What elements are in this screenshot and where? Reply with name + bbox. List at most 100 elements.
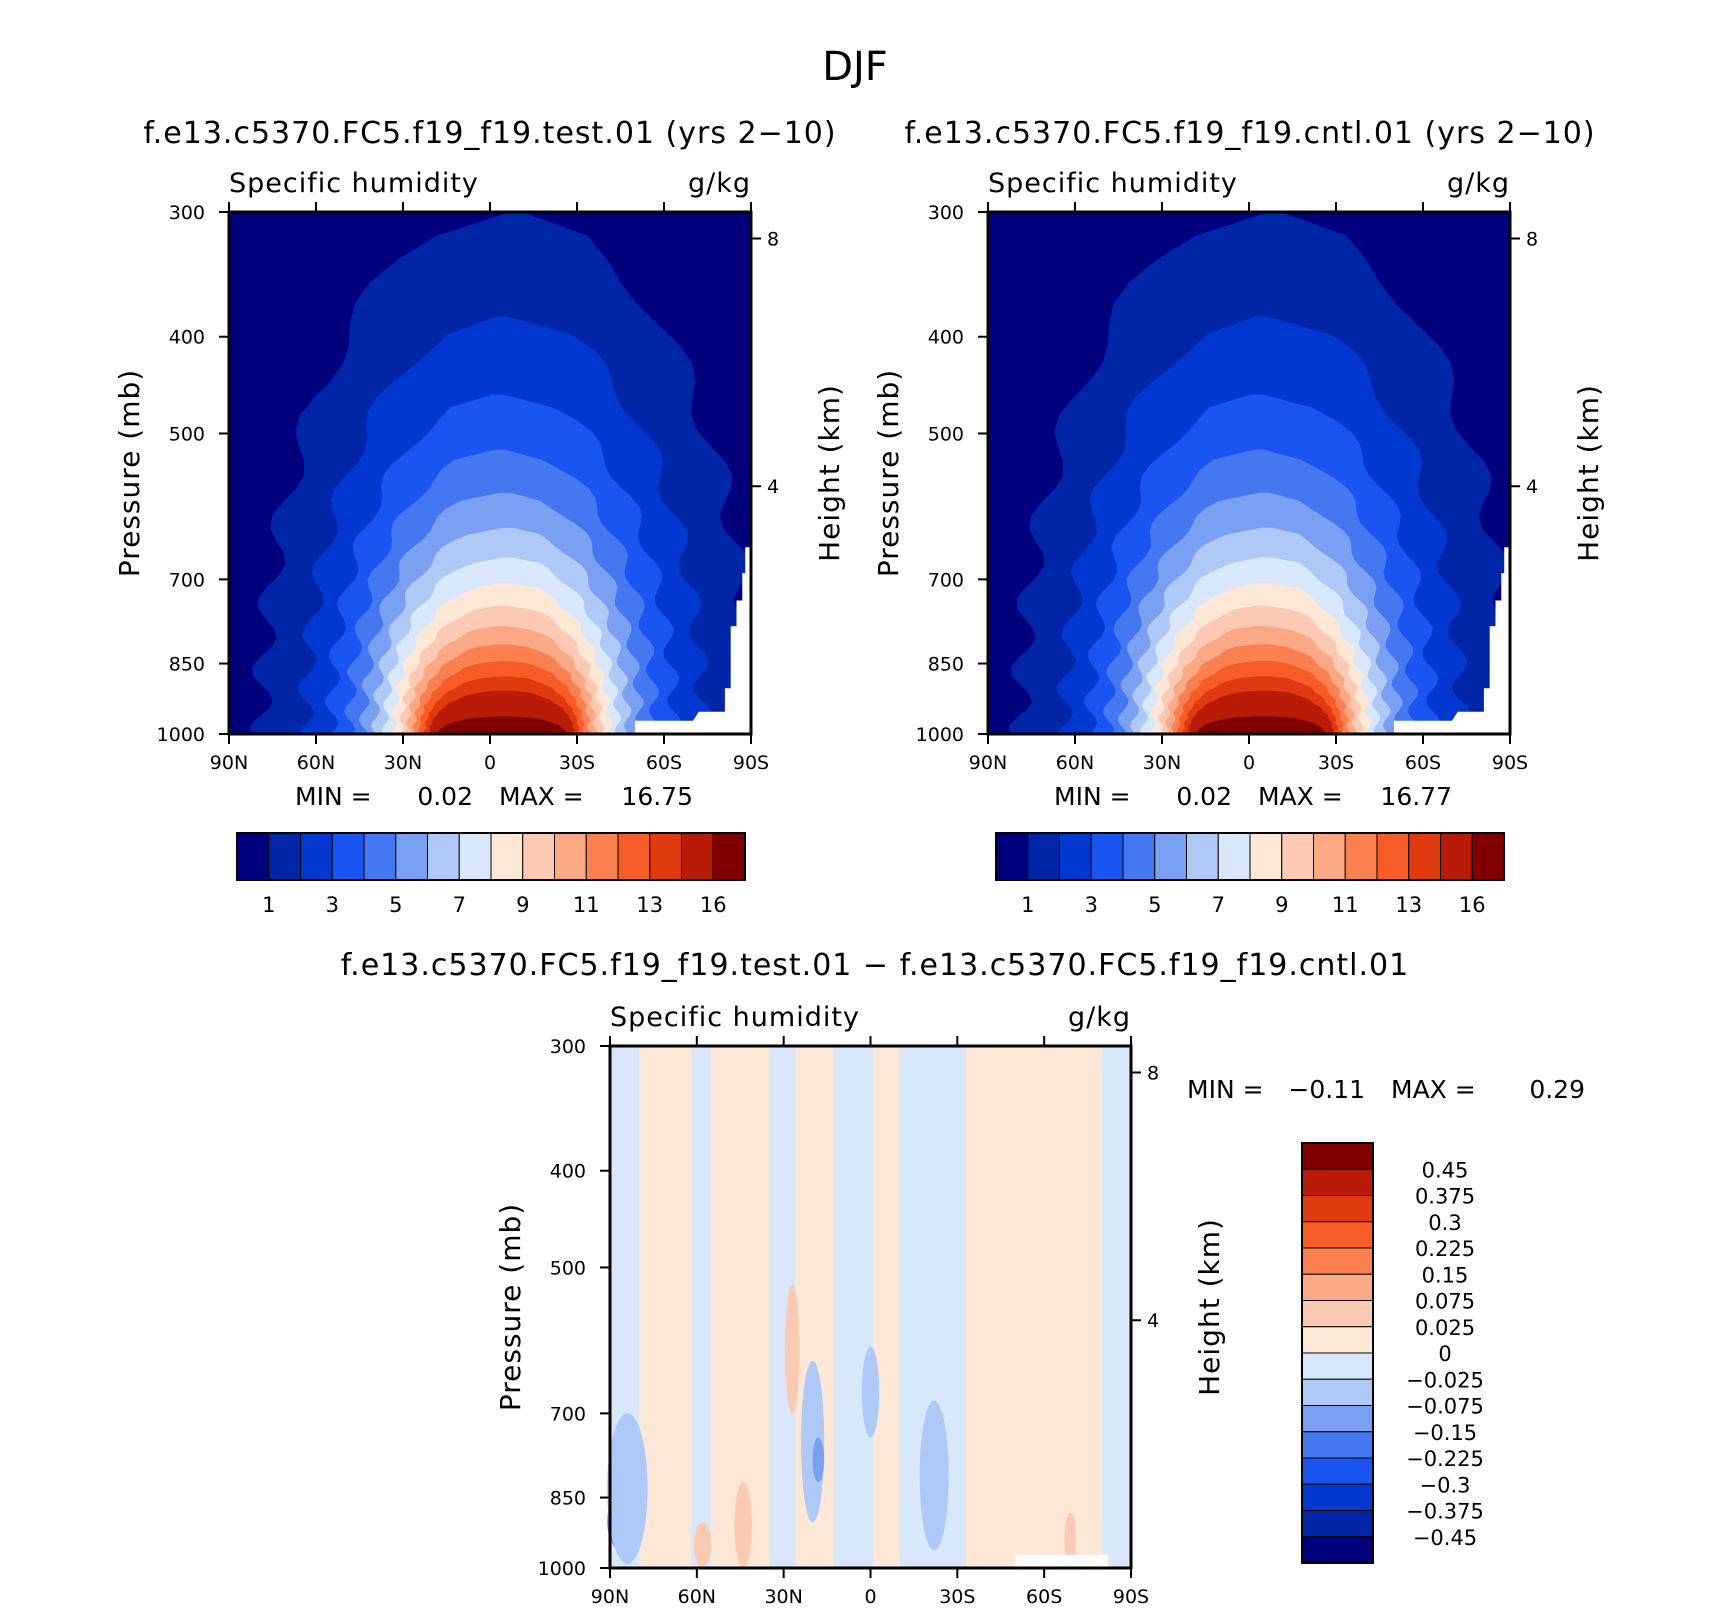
contour-field: [988, 212, 1510, 734]
colorbar-box: [363, 832, 397, 881]
colorbar-box: [268, 832, 301, 881]
colorbar-label: 16: [1459, 893, 1486, 917]
x-tick-label: 0: [484, 752, 496, 774]
x-tick-label: 90S: [733, 752, 769, 774]
colorbar-box: [1344, 832, 1378, 881]
variable-label: Specific humidity: [988, 168, 1238, 199]
colorbar-box: [585, 832, 619, 881]
colorbar-label: 3: [326, 893, 339, 917]
x-tick-label: 30S: [939, 1586, 975, 1608]
max-value: 16.77: [1380, 782, 1452, 811]
colorbar-label: −0.15: [1413, 1421, 1477, 1445]
height-tick-label: 4: [1526, 476, 1538, 498]
panel-title: f.e13.c5370.FC5.f19_f19.cntl.01 (yrs 2−1…: [904, 116, 1595, 151]
x-tick-label: 90S: [1492, 752, 1528, 774]
colorbar-label: 0.225: [1415, 1237, 1475, 1261]
x-tick-label: 60N: [678, 1586, 716, 1608]
colorbar-label: 3: [1085, 893, 1098, 917]
y-tick-label: 400: [550, 1161, 586, 1183]
x-tick-label: 0: [1243, 752, 1255, 774]
colorbar-label: 7: [1212, 893, 1225, 917]
colorbar-box: [1471, 832, 1505, 881]
colorbar-box: [1408, 832, 1441, 881]
y-axis-title: Pressure (mb): [872, 369, 905, 577]
colorbar-box: [617, 832, 651, 881]
colorbar-box: [1301, 1273, 1374, 1301]
x-tick-label: 30S: [1318, 752, 1354, 774]
y-tick-label: 300: [928, 202, 964, 224]
height-tick-label: 4: [767, 476, 779, 498]
y-axis-title: Pressure (mb): [113, 369, 146, 577]
y-tick-label: 300: [169, 202, 205, 224]
contour-band: [638, 1046, 692, 1568]
max-value: 16.75: [621, 782, 693, 811]
colorbar-box: [995, 832, 1029, 881]
colorbar-label: 1: [1021, 893, 1034, 917]
colorbar-box: [458, 832, 492, 881]
y-tick-label: 700: [169, 569, 205, 591]
colorbar-box: [1301, 1378, 1374, 1406]
colorbar-box: [1186, 832, 1219, 881]
colorbar-box: [1301, 1405, 1374, 1433]
missing-data-region: [635, 547, 751, 734]
height-tick-label: 4: [1147, 1310, 1159, 1332]
contour-feature: [693, 1522, 712, 1568]
colorbar-box: [1440, 832, 1473, 881]
colorbar-box: [1301, 1431, 1374, 1459]
units-label: g/kg: [1068, 1002, 1131, 1033]
x-tick-label: 60N: [297, 752, 335, 774]
colorbar-label: 11: [573, 893, 600, 917]
colorbar-box: [1313, 832, 1346, 881]
contour-feature: [812, 1437, 825, 1482]
colorbar-label: 0.075: [1415, 1290, 1475, 1314]
contour-band: [711, 1046, 770, 1568]
right-axis-title: Height (km): [1572, 384, 1605, 562]
colorbar-box: [1090, 832, 1124, 881]
y-tick-label: 700: [550, 1403, 586, 1425]
colorbar-box: [1154, 832, 1187, 881]
colorbar-box: [554, 832, 587, 881]
y-tick-label: 300: [550, 1036, 586, 1058]
min-value: −0.11: [1288, 1075, 1365, 1104]
x-tick-label: 60S: [646, 752, 682, 774]
contour-feature: [1064, 1512, 1077, 1564]
colorbar-box: [681, 832, 714, 881]
colorbar-box: [1122, 832, 1156, 881]
colorbar-label: 0.025: [1415, 1316, 1475, 1340]
colorbar-label: 11: [1332, 893, 1359, 917]
figure-title: DJF: [822, 44, 888, 90]
colorbar-box: [1027, 832, 1060, 881]
contour-band: [437, 716, 567, 734]
colorbar-frame: [1301, 1142, 1374, 1564]
colorbar-label: 5: [389, 893, 402, 917]
x-tick-label: 30S: [559, 752, 595, 774]
height-tick-label: 8: [1526, 228, 1538, 250]
contour-field: [607, 1046, 1131, 1568]
colorbar-box: [1217, 832, 1251, 881]
colorbar-frame: [236, 832, 746, 881]
colorbar-box: [1301, 1510, 1374, 1538]
y-tick-label: 1000: [916, 724, 964, 746]
y-tick-label: 500: [169, 423, 205, 445]
colorbar-box: [331, 832, 365, 881]
contour-band: [1196, 716, 1326, 734]
y-tick-label: 400: [928, 327, 964, 349]
colorbar-box: [1281, 832, 1314, 881]
x-tick-label: 60S: [1026, 1586, 1062, 1608]
contour-feature: [861, 1346, 880, 1438]
colorbar-cntl: 1 3 5 7 9 11 13 16: [995, 832, 1505, 917]
contour-band: [832, 1046, 874, 1568]
panel-difference: f.e13.c5370.FC5.f19_f19.test.01 − f.e13.…: [341, 948, 1585, 1608]
missing-data-region: [1015, 1554, 1108, 1568]
right-axis-title: Height (km): [813, 384, 846, 562]
y-tick-label: 850: [928, 654, 964, 676]
x-tick-label: 30N: [764, 1586, 802, 1608]
colorbar-box: [1301, 1300, 1374, 1328]
min-label: MIN =: [1187, 1075, 1264, 1104]
colorbar-label: 0.3: [1428, 1211, 1461, 1235]
y-tick-label: 500: [928, 423, 964, 445]
y-tick-label: 400: [169, 327, 205, 349]
colorbar-box: [300, 832, 333, 881]
colorbar-label: −0.025: [1406, 1368, 1484, 1392]
